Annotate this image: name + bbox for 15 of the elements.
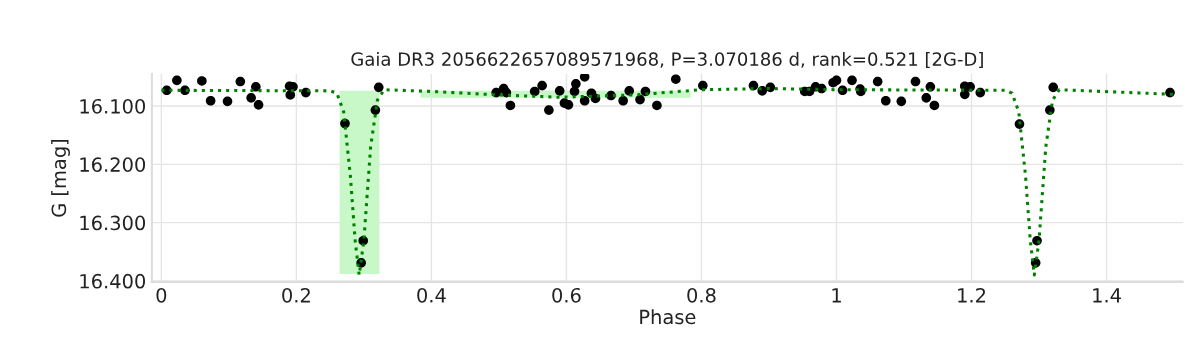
y-axis-title: G [mag] (51, 139, 70, 217)
x-tick-label: 0 (156, 287, 167, 303)
x-tick-label: 0.8 (687, 287, 716, 303)
chart-title: Gaia DR3 2056622657089571968, P=3.070186 d, rank=0.521 [2G-D] (351, 51, 983, 69)
x-tick-label: 1.4 (1093, 288, 1121, 303)
y-tick-label: 16.100 (80, 98, 146, 114)
x-tick-label: 1.2 (958, 287, 986, 303)
y-tick-label: 16.300 (80, 215, 146, 231)
y-tick-label: 16.200 (80, 157, 146, 172)
y-tick-label: 16.400 (80, 273, 146, 289)
x-axis-title: Phase (640, 309, 696, 325)
x-tick-label: 0.6 (552, 287, 581, 303)
x-tick-label: 1 (832, 288, 841, 303)
x-tick-label: 0.2 (282, 287, 310, 303)
x-tick-label: 0.4 (417, 287, 446, 303)
